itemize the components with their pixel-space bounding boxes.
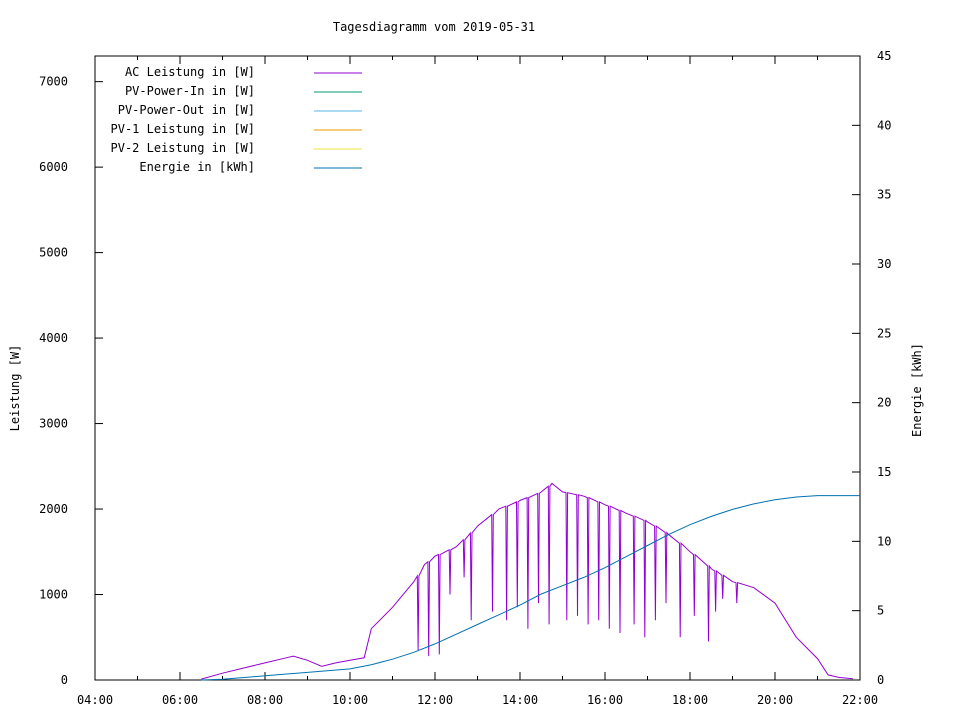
y2-tick-label: 0 bbox=[877, 673, 884, 687]
x-tick-label: 04:00 bbox=[77, 693, 113, 707]
y-axis-right: 0 5 10 15 20 25 30 35 40 45 bbox=[852, 49, 891, 687]
y2-tick-label: 30 bbox=[877, 257, 891, 271]
y-axis-label: Leistung [W] bbox=[8, 345, 22, 432]
x-tick-label: 06:00 bbox=[162, 693, 198, 707]
legend-label: Energie in [kWh] bbox=[139, 160, 255, 174]
legend-label: AC Leistung in [W] bbox=[125, 65, 255, 79]
x-tick-label: 22:00 bbox=[842, 693, 878, 707]
y2-tick-label: 5 bbox=[877, 604, 884, 618]
series-line bbox=[201, 482, 853, 680]
x-tick-label: 10:00 bbox=[332, 693, 368, 707]
series-line bbox=[201, 495, 860, 681]
x-tick-label: 16:00 bbox=[587, 693, 623, 707]
legend-label: PV-Power-In in [W] bbox=[125, 84, 255, 98]
x-tick-label: 20:00 bbox=[757, 693, 793, 707]
x-tick-label: 12:00 bbox=[417, 693, 453, 707]
chart-title: Tagesdiagramm vom 2019-05-31 bbox=[333, 20, 535, 34]
y-tick-label: 0 bbox=[61, 673, 68, 687]
y2-tick-label: 15 bbox=[877, 465, 891, 479]
legend: AC Leistung in [W] PV-Power-In in [W] PV-P… bbox=[111, 65, 362, 174]
legend-label: PV-2 Leistung in [W] bbox=[111, 141, 256, 155]
y2-tick-label: 20 bbox=[877, 396, 891, 410]
series-layer bbox=[201, 482, 860, 681]
y-tick-label: 1000 bbox=[39, 588, 68, 602]
x-axis: 04:00 06:00 08:00 10:00 12:00 14:00 16:00 18:00… bbox=[77, 56, 878, 707]
y2-axis-label: Energie [kWh] bbox=[910, 343, 924, 437]
x-tick-label: 18:00 bbox=[672, 693, 708, 707]
y-tick-label: 7000 bbox=[39, 75, 68, 89]
legend-label: PV-Power-Out in [W] bbox=[118, 103, 255, 117]
y2-tick-label: 25 bbox=[877, 326, 891, 340]
y2-tick-label: 10 bbox=[877, 534, 891, 548]
y-axis-left: 0 1000 2000 3000 4000 5000 6000 7000 bbox=[39, 75, 103, 687]
x-tick-label: 14:00 bbox=[502, 693, 538, 707]
legend-label: PV-1 Leistung in [W] bbox=[111, 122, 256, 136]
y2-tick-label: 40 bbox=[877, 118, 891, 132]
y2-tick-label: 45 bbox=[877, 49, 891, 63]
y-tick-label: 4000 bbox=[39, 331, 68, 345]
y-tick-label: 6000 bbox=[39, 160, 68, 174]
y-tick-label: 2000 bbox=[39, 502, 68, 516]
y2-tick-label: 35 bbox=[877, 188, 891, 202]
y-tick-label: 3000 bbox=[39, 417, 68, 431]
x-tick-label: 08:00 bbox=[247, 693, 283, 707]
y-tick-label: 5000 bbox=[39, 246, 68, 260]
